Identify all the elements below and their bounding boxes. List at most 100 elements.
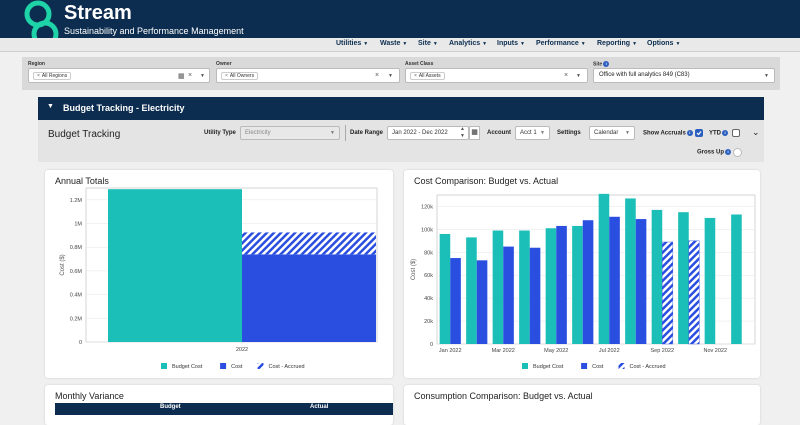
nav-inputs[interactable]: Inputs ▼ [497,40,525,47]
legend-label: Budget Cost [533,364,564,370]
y-tick-label: 0.8M [70,245,83,251]
cost-bar [529,247,541,344]
legend-swatch [581,363,588,369]
collapse-icon[interactable]: ▼ [47,103,54,110]
ytd-label: YTD i [709,130,728,137]
cost-bar [556,225,567,344]
app-name: Stream [64,2,132,24]
chip-remove-icon[interactable]: × [414,73,417,79]
budget-cost-bar [519,230,530,344]
y-axis-label: Cost ($) [60,254,66,275]
info-icon[interactable]: i [603,61,610,67]
y-tick-label: 60k [424,273,433,279]
legend-label: Budget Cost [172,364,203,370]
region-select[interactable]: × All Regions ▦ × ▼ [28,68,210,83]
x-tick-label: 2022 [236,347,248,353]
clear-icon[interactable]: × [375,72,380,79]
x-tick-label: Nov 2022 [703,348,727,354]
legend-swatch [618,363,625,369]
utility-type-label: Utility Type [204,130,236,136]
clear-icon[interactable]: × [188,72,193,79]
site-label: Site i [593,61,610,67]
budget-cost-bar [651,209,663,344]
chevron-down-icon: ▼ [540,130,545,136]
budget-cost-bar [572,225,583,344]
app-header: Stream Sustainability and Performance Ma… [0,0,800,48]
nav-waste[interactable]: Waste ▼ [380,40,408,47]
y-tick-label: 0.2M [70,316,83,322]
panel-title: Budget Tracking - Electricity [63,103,185,113]
nav-utilities[interactable]: Utilities ▼ [336,40,369,47]
x-tick-label: Jul 2022 [599,348,620,354]
nav-performance[interactable]: Performance ▼ [536,40,586,47]
spinner-icon[interactable]: ▲ ▼ [460,126,465,139]
nav-options[interactable]: Options ▼ [647,40,681,47]
asset-class-select[interactable]: × All Assets × ▼ [405,68,588,83]
chevron-down-icon[interactable]: ⌄ [752,127,760,137]
app-tagline: Sustainability and Performance Managemen… [64,26,244,36]
x-tick-label: May 2022 [544,348,568,354]
nav-reporting[interactable]: Reporting ▼ [597,40,638,47]
column-header-actual: Actual [310,404,329,410]
gross-up-toggle[interactable] [733,148,742,157]
info-icon[interactable]: i [725,149,732,155]
cost-bar [609,216,620,344]
chip-remove-icon[interactable]: × [37,73,40,79]
show-accruals-checkbox[interactable] [695,129,703,137]
cost-accrued-bar [662,241,674,345]
y-tick-label: 1M [74,222,82,228]
cost-comparison-title: Cost Comparison: Budget vs. Actual [414,176,559,186]
cost-bar [242,254,376,342]
budget-cost-bar [439,233,451,344]
account-label: Account [487,130,511,136]
y-tick-label: 120k [421,204,433,210]
cost-comparison-card: Cost Comparison: Budget vs. Actual 0 20k 4… [404,170,760,378]
cost-bar [476,260,488,344]
calendar-icon[interactable]: ▦ [469,126,480,140]
info-icon[interactable]: i [686,130,693,136]
budget-cost-bar [625,198,636,344]
y-tick-label: 0 [430,342,433,348]
chevron-down-icon: ▼ [363,41,369,47]
chevron-down-icon: ▼ [330,130,335,136]
nav-analytics[interactable]: Analytics ▼ [449,40,488,47]
chevron-down-icon[interactable]: ▼ [388,73,393,79]
y-tick-label: 100k [421,227,433,233]
date-range-label: Date Range [350,130,384,136]
chevron-down-icon: ▼ [675,41,681,47]
legend-label: Cost - Accrued [269,364,305,370]
budget-cost-bar [678,212,689,344]
chevron-down-icon[interactable]: ▼ [200,73,205,79]
y-tick-label: 80k [424,250,433,256]
filter-bar: Region × All Regions ▦ × ▼ Owner × All Own… [22,57,780,90]
owner-select[interactable]: × All Owners × ▼ [216,68,400,83]
toolbar-title: Budget Tracking [48,129,121,140]
ytd-checkbox[interactable] [732,129,740,137]
show-accruals-label: Show Accruals i [643,130,693,137]
asset-class-label: Asset Class [405,61,434,67]
y-tick-label: 0 [79,340,82,346]
clear-icon[interactable]: × [564,72,569,79]
select-all-icon[interactable]: ▦ [178,73,185,80]
y-tick-label: 20k [424,319,433,325]
nav-site[interactable]: Site ▼ [418,40,438,47]
chevron-down-icon[interactable]: ▼ [764,73,769,79]
legend-swatch [522,363,528,369]
region-chip[interactable]: × All Regions [33,72,72,80]
y-tick-label: 1.2M [70,198,83,204]
chevron-down-icon: ▼ [402,41,408,47]
settings-select[interactable]: Calendar ▼ [589,126,635,140]
budget-tracking-panel-header[interactable]: ▼ Budget Tracking - Electricity [38,97,764,120]
owner-chip[interactable]: × All Owners [221,72,259,80]
site-select[interactable]: Office with full analytics 849 (C83) ▼ [593,68,775,83]
utility-type-select[interactable]: Electricity ▼ [240,126,340,140]
info-icon[interactable]: i [722,130,728,136]
chip-remove-icon[interactable]: × [225,73,228,79]
monthly-variance-title: Monthly Variance [55,391,124,401]
chevron-down-icon[interactable]: ▼ [576,73,581,79]
date-range-input[interactable]: Jan 2022 - Dec 2022 [387,126,469,140]
settings-label: Settings [557,130,581,136]
account-select[interactable]: Acct 1 ▼ [515,126,550,140]
asset-class-chip[interactable]: × All Assets [410,72,445,80]
chevron-down-icon: ▼ [632,41,638,47]
